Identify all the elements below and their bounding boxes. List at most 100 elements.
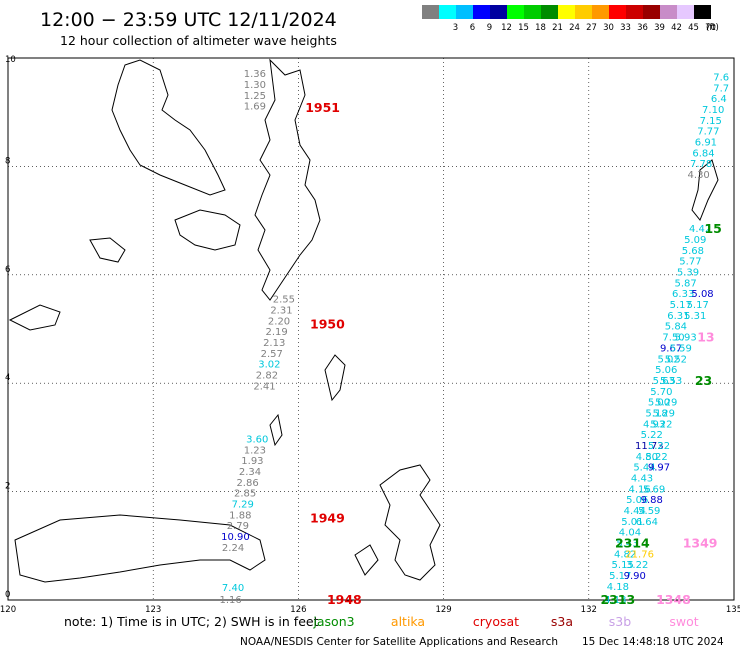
footer-credit: NOAA/NESDIS Center for Satellite Applica… — [240, 636, 558, 648]
wave-height-value: 3.60 — [246, 434, 268, 445]
wave-height-value: 5.77 — [679, 257, 701, 268]
lon-tick-label: 129 — [435, 605, 451, 615]
wave-height-value: 6.31 — [667, 311, 689, 322]
legend-label: 36 — [637, 23, 648, 33]
pass-number: 1950 — [310, 317, 345, 332]
legend-swatch — [473, 5, 490, 19]
legend-label: 39 — [654, 23, 665, 33]
wave-height-value: 5.06 — [626, 495, 648, 506]
wave-height-value: 7.50 — [662, 333, 684, 344]
legend-label: 9 — [487, 23, 492, 33]
pass-number: 13 — [697, 330, 714, 345]
wave-height-value: 7.78 — [690, 159, 712, 170]
legend-swatch — [626, 5, 643, 19]
track-segment-5: 5.085.175.315.935.595.525.535.295.295.22… — [624, 289, 714, 582]
wave-height-value: 4.18 — [607, 582, 629, 593]
lat-tick-label: 8 — [5, 156, 10, 166]
wave-height-value: 4.44 — [624, 506, 646, 517]
wave-height-value: 5.70 — [650, 387, 672, 398]
wave-height-value: 5.09 — [684, 235, 706, 246]
wave-height-value: 4.30 — [688, 170, 710, 181]
lon-tick-label: 135 — [726, 605, 740, 615]
pass-number: 23 — [695, 373, 712, 388]
coast-island-3 — [89, 237, 126, 263]
pass-number: 1951 — [305, 100, 340, 115]
mission-jason3: jason3 — [312, 614, 354, 629]
wave-height-value: 5.52 — [665, 354, 687, 365]
lon-tick-label: 132 — [581, 605, 597, 615]
wave-height-value: 5.22 — [645, 452, 667, 463]
wave-height-value: 9.88 — [641, 495, 663, 506]
coast-palau — [691, 159, 719, 221]
legend-swatch — [694, 5, 711, 19]
pass-number: 15 — [704, 221, 721, 236]
wave-height-value: 6.64 — [636, 517, 658, 528]
lat-tick-label: 6 — [5, 265, 10, 275]
legend-unit: (ft) — [706, 23, 719, 33]
lon-tick-label: 123 — [145, 605, 161, 615]
wave-height-value: 2.79 — [227, 521, 249, 532]
wave-height-value: 2.13 — [263, 338, 285, 349]
legend-label: 18 — [535, 23, 546, 33]
wave-height-value: 2.31 — [270, 305, 292, 316]
wave-height-value: 5.22 — [650, 419, 672, 430]
coast-island-4 — [8, 304, 61, 331]
legend-label: 6 — [470, 23, 475, 33]
coast-sulawesi-arm — [14, 514, 266, 583]
track-1951: 1.361.301.251.69 1951 — [244, 69, 340, 115]
wave-height-value: 4.04 — [619, 528, 641, 539]
legend-label: 27 — [586, 23, 597, 33]
axis-tick-labels: 120 123 126 129 132 135 0 2 4 6 8 10 — [0, 55, 740, 615]
legend-label: 42 — [671, 23, 682, 33]
wave-height-value: 7.29 — [232, 500, 254, 511]
pass-number: 1949 — [310, 511, 345, 526]
wave-height-value: 2.85 — [234, 489, 256, 500]
legend-label: 30 — [603, 23, 614, 33]
wave-height-value: 5.02 — [658, 354, 680, 365]
wave-height-value: 1.23 — [244, 445, 266, 456]
coast-island-6 — [269, 413, 283, 447]
legend-label: 12 — [501, 23, 512, 33]
wave-height-value: 5.69 — [643, 484, 665, 495]
figure-title: 12:00 − 23:59 UTC 12/11/2024 — [40, 9, 337, 31]
wave-height-value: 5.17 — [687, 300, 709, 311]
lat-tick-label: 2 — [5, 482, 10, 492]
wave-height-value: 5.08 — [691, 289, 713, 300]
pass-number: 2313 — [600, 592, 635, 607]
legend-swatch — [609, 5, 626, 19]
legend-swatch — [592, 5, 609, 19]
wave-height-value: 4.43 — [631, 474, 653, 485]
wave-height-value: 10.90 — [221, 532, 250, 543]
track-1949: 3.601.231.932.342.862.857.291.882.7910.9… — [221, 434, 345, 553]
wave-height-value: 1.36 — [244, 69, 266, 80]
wave-height-value: 5.31 — [684, 311, 706, 322]
wave-height-value: 4.16 — [628, 484, 650, 495]
wave-height-value: 5.17 — [670, 300, 692, 311]
altimeter-tracks: 1.361.301.251.69 1951 2.552.312.202.192.13… — [220, 69, 730, 607]
mission-altika: altika — [391, 614, 425, 629]
mission-s3a: s3a — [551, 614, 573, 629]
wave-height-value: 5.18 — [645, 408, 667, 419]
wave-height-value: 5.59 — [670, 343, 692, 354]
wave-height-value: 9.97 — [648, 463, 670, 474]
lon-tick-label: 120 — [0, 605, 16, 615]
pass-number: 2314 — [615, 536, 650, 551]
mission-swot: swot — [669, 614, 698, 629]
lat-tick-label: 10 — [5, 55, 16, 65]
mission-legend: jason3 altika cryosat s3a s3b swot — [312, 614, 698, 629]
wave-height-value: 5.00 — [648, 398, 670, 409]
wave-height-value: 7.15 — [700, 116, 722, 127]
legend-label: 45 — [688, 23, 699, 33]
wave-height-value: 5.15 — [612, 560, 634, 571]
wave-height-value: 4.42 — [689, 224, 711, 235]
legend-swatch — [524, 5, 541, 19]
figure-subtitle: 12 hour collection of altimeter wave hei… — [60, 33, 337, 48]
legend-swatch — [490, 5, 507, 19]
wave-height-value: 4.13 — [604, 595, 626, 606]
mission-s3b: s3b — [609, 614, 631, 629]
legend-swatch — [541, 5, 558, 19]
wave-height-value: 2.55 — [273, 295, 295, 306]
wave-height-value: 7.6 — [713, 72, 729, 83]
legend-label: 15 — [518, 23, 529, 33]
